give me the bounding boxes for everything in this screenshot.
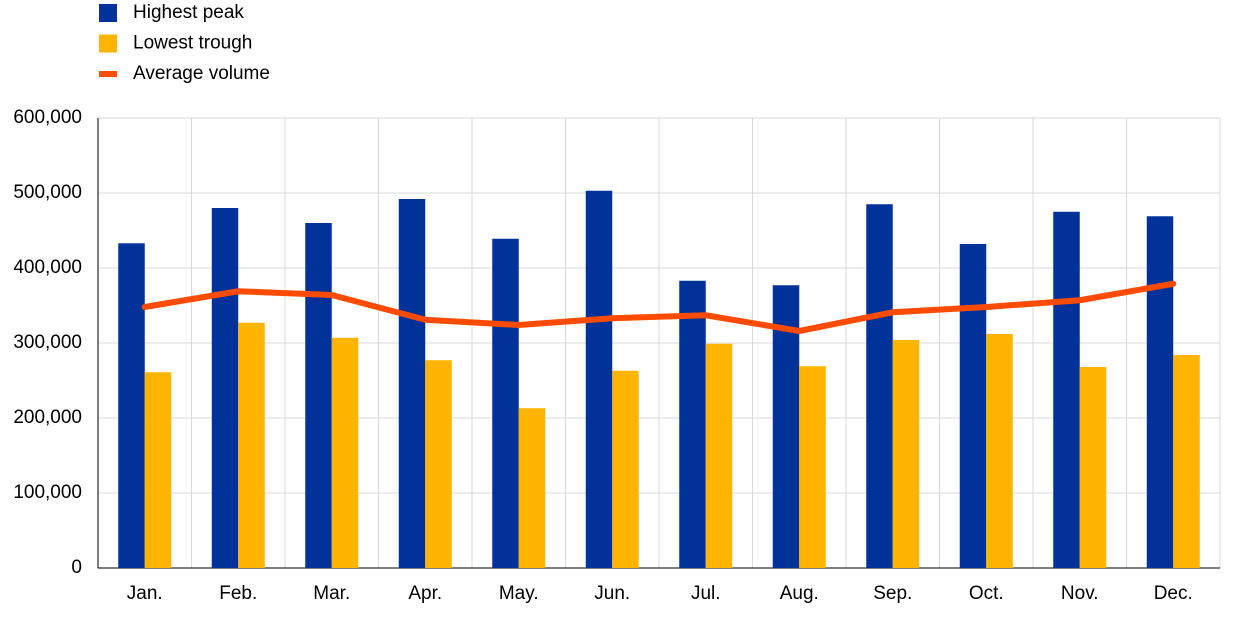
x-tick-label: Oct.: [969, 583, 1004, 604]
bar: [1173, 355, 1200, 568]
legend-marker: [99, 34, 117, 53]
x-tick-label: May.: [499, 583, 539, 604]
bar: [144, 372, 172, 568]
bar: [425, 360, 452, 568]
y-tick-label: 300,000: [13, 332, 82, 353]
x-tick-label: Aug.: [780, 583, 819, 604]
bar: [866, 204, 893, 568]
y-tick-label: 600,000: [13, 107, 82, 128]
bar: [679, 280, 706, 568]
x-tick-label: Dec.: [1154, 583, 1193, 604]
legend-marker: [99, 4, 117, 22]
legend-label: Average volume: [133, 63, 270, 84]
bar: [211, 208, 239, 568]
y-tick-label: 0: [71, 557, 82, 578]
bar: [398, 199, 426, 568]
bar: [959, 244, 987, 568]
bar: [892, 340, 920, 568]
bar: [118, 243, 145, 568]
bar: [1146, 216, 1174, 568]
legend-label: Highest peak: [133, 2, 244, 23]
bar: [705, 343, 733, 568]
y-tick-label: 500,000: [13, 182, 82, 203]
y-tick-label: 100,000: [13, 482, 82, 503]
bar: [518, 408, 546, 568]
x-tick-label: Apr.: [408, 583, 442, 604]
x-tick-label: Mar.: [313, 583, 350, 604]
bar: [1079, 367, 1107, 568]
x-tick-label: Sep.: [873, 583, 912, 604]
bar: [612, 370, 639, 568]
x-tick-label: Jul.: [691, 583, 721, 604]
bar: [1053, 211, 1080, 568]
bar: [585, 190, 613, 568]
bar: [305, 223, 332, 568]
legend-label: Lowest trough: [133, 33, 252, 54]
bar: [799, 366, 826, 568]
x-tick-label: Feb.: [219, 583, 257, 604]
x-tick-label: Jan.: [127, 583, 163, 604]
x-tick-label: Nov.: [1061, 583, 1099, 604]
bar: [986, 334, 1013, 568]
y-tick-label: 200,000: [13, 407, 82, 428]
bar: [331, 337, 359, 568]
line: [141, 280, 1177, 334]
y-tick-label: 400,000: [13, 257, 82, 278]
x-tick-label: Jun.: [594, 583, 630, 604]
bar: [238, 322, 265, 568]
bar: [492, 238, 519, 568]
